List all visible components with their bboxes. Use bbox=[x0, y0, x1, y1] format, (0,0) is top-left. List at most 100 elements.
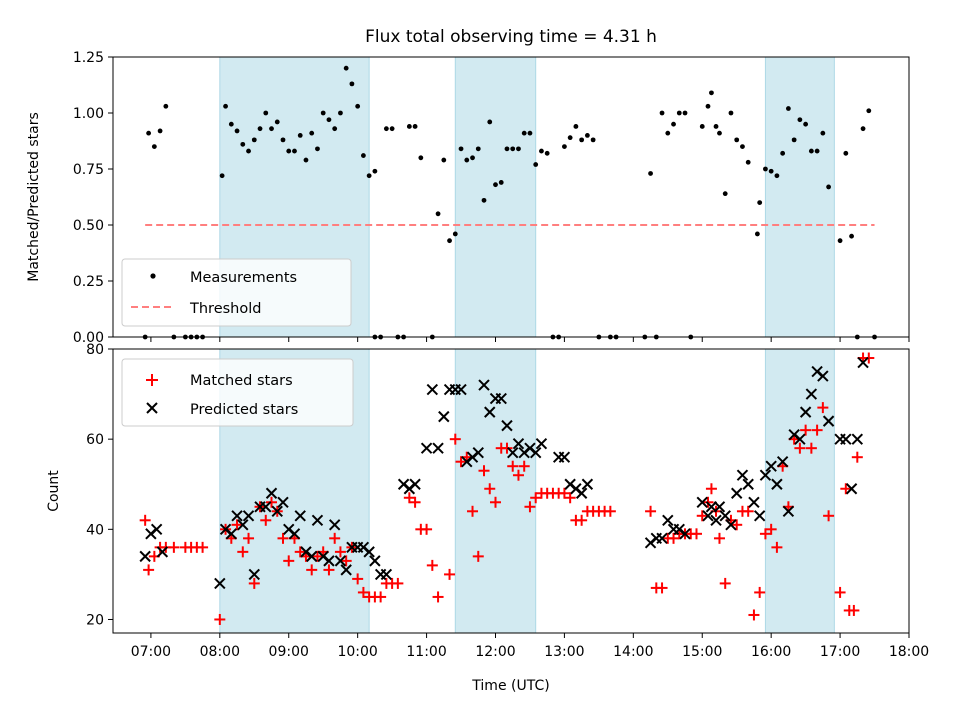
matched-star-point bbox=[426, 559, 438, 571]
predicted-star-point bbox=[426, 383, 439, 396]
predicted-star-point bbox=[776, 455, 789, 468]
bottom-x-tick-label: 10:00 bbox=[337, 644, 377, 660]
matched-star-point bbox=[277, 532, 289, 544]
predicted-star-stroke bbox=[495, 392, 507, 405]
predicted-star-point bbox=[156, 546, 169, 558]
matched-star-point bbox=[334, 546, 346, 558]
measurement-point bbox=[343, 65, 349, 71]
predicted-star-point bbox=[237, 519, 249, 531]
predicted-star-point bbox=[558, 451, 571, 463]
measurement-point bbox=[774, 173, 780, 179]
predicted-star-point bbox=[265, 487, 278, 499]
predicted-star-point bbox=[150, 523, 163, 536]
predicted-star-stroke bbox=[311, 514, 324, 527]
bottom-panel: 20 40 60 80 07:00 08:00 09:00 10:00 11:00 12:00 1… bbox=[46, 342, 929, 694]
measurement-point bbox=[326, 117, 332, 123]
bottom-y-tick-label: 40 bbox=[86, 522, 104, 538]
bottom-x-tick-label: 17:00 bbox=[820, 644, 860, 660]
matched-star-point bbox=[524, 501, 536, 513]
top-legend: Measurements Threshold bbox=[121, 258, 352, 327]
top-y-axis-label: Matched/Predicted stars bbox=[26, 112, 42, 282]
top-y-tick-label: 0.00 bbox=[73, 330, 104, 346]
matched-star-point bbox=[311, 550, 323, 562]
predicted-star-point bbox=[472, 446, 484, 459]
predicted-star-stroke bbox=[851, 433, 864, 445]
predicted-star-stroke bbox=[214, 577, 226, 590]
measurement-point bbox=[458, 146, 464, 152]
predicted-star-stroke bbox=[662, 514, 674, 527]
predicted-star-point bbox=[662, 514, 674, 527]
predicted-star-point bbox=[139, 550, 151, 563]
measurement-point bbox=[567, 135, 573, 141]
measurement-point bbox=[447, 238, 452, 244]
predicted-star-point bbox=[696, 496, 708, 508]
predicted-star-point bbox=[438, 410, 450, 423]
predicted-star-stroke bbox=[334, 555, 347, 567]
predicted-star-stroke bbox=[794, 433, 806, 445]
predicted-star-stroke bbox=[363, 546, 375, 558]
bottom-y-axis-label: Count bbox=[46, 470, 62, 512]
predicted-star-point bbox=[311, 514, 324, 527]
predicted-star-point bbox=[771, 478, 783, 490]
measurement-point bbox=[754, 231, 760, 237]
matched-star-point bbox=[530, 492, 542, 504]
matched-star-point bbox=[409, 496, 421, 508]
measurement-point bbox=[849, 233, 854, 239]
predicted-star-stroke bbox=[512, 437, 525, 450]
measurement-point bbox=[493, 182, 498, 188]
matched-star-point bbox=[705, 483, 717, 495]
measurement-point bbox=[464, 157, 470, 163]
bottom-x-axis-label: Time (UTC) bbox=[471, 678, 549, 694]
predicted-star-stroke bbox=[811, 365, 823, 378]
top-axes-frame bbox=[112, 56, 910, 338]
predicted-star-stroke bbox=[478, 379, 490, 391]
predicted-star-point bbox=[730, 487, 743, 499]
measurement-point bbox=[441, 157, 447, 163]
matched-star-point bbox=[794, 442, 806, 454]
legend-matched-marker bbox=[146, 374, 158, 386]
measurement-point bbox=[768, 168, 774, 174]
measurement-point bbox=[671, 121, 676, 127]
matched-star-point bbox=[512, 469, 524, 481]
measurement-point bbox=[219, 173, 225, 179]
predicted-star-stroke bbox=[696, 496, 708, 508]
predicted-star-stroke bbox=[231, 510, 243, 522]
predicted-star-stroke bbox=[369, 555, 381, 567]
legend-predicted-marker bbox=[146, 402, 158, 414]
measurement-point bbox=[504, 146, 510, 152]
measurement-point bbox=[676, 110, 682, 116]
predicted-star-stroke bbox=[300, 546, 312, 558]
predicted-star-stroke bbox=[730, 487, 743, 499]
predicted-star-stroke bbox=[529, 446, 542, 459]
measurement-point bbox=[705, 103, 711, 109]
predicted-star-point bbox=[702, 510, 714, 522]
measurement-point bbox=[573, 124, 579, 129]
matched-stars-series bbox=[139, 352, 875, 625]
predicted-star-stroke bbox=[857, 356, 869, 369]
matched-star-point bbox=[748, 609, 760, 621]
measurement-point bbox=[780, 150, 786, 156]
predicted-star-point bbox=[363, 546, 375, 558]
measurement-point bbox=[228, 121, 234, 127]
predicted-star-stroke bbox=[438, 410, 450, 423]
predicted-star-point bbox=[575, 487, 588, 499]
predicted-star-point bbox=[799, 406, 812, 418]
matched-star-point bbox=[742, 505, 754, 517]
predicted-star-stroke bbox=[748, 496, 760, 508]
measurement-point bbox=[740, 144, 745, 150]
matched-star-point bbox=[713, 532, 725, 544]
measurement-point bbox=[659, 110, 665, 116]
measurement-point bbox=[349, 81, 355, 87]
measurement-point bbox=[510, 146, 516, 152]
predicted-star-stroke bbox=[323, 555, 335, 567]
legend-matched-label: Matched stars bbox=[190, 373, 293, 389]
predicted-star-point bbox=[845, 483, 858, 495]
matched-star-point bbox=[421, 523, 433, 535]
bottom-x-ticks: 07:00 08:00 09:00 10:00 11:00 12:00 13:00 14:00… bbox=[131, 633, 929, 660]
measurement-point bbox=[590, 137, 596, 143]
bottom-x-tick-label: 16:00 bbox=[751, 644, 791, 660]
measurement-point bbox=[481, 197, 487, 203]
matched-star-point bbox=[691, 528, 703, 540]
predicted-star-stroke bbox=[271, 505, 283, 517]
